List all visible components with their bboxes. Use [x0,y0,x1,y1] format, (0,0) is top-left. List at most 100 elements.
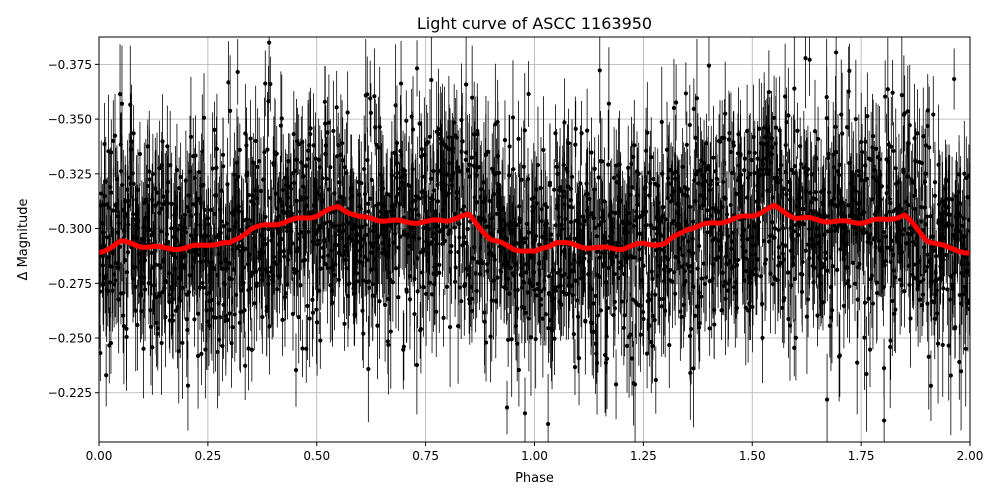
data-point [862,335,867,340]
data-point [461,204,466,209]
data-point [571,269,576,274]
x-tick-label: 1.75 [848,449,875,463]
data-point [706,63,712,68]
data-point [245,170,250,175]
data-point [199,351,204,357]
data-point [811,210,817,215]
data-point [495,275,500,280]
data-point [562,120,567,125]
data-point [566,291,571,296]
data-point [167,292,172,297]
data-point [448,249,453,255]
data-point [691,219,696,224]
data-point [870,301,876,306]
data-point [205,216,211,221]
data-point [605,239,611,244]
data-point [643,185,648,190]
data-point [632,382,638,387]
data-point [632,143,637,148]
data-point [475,132,480,137]
data-point [437,270,442,275]
y-ticks: −0.375 −0.350 −0.325 −0.300 −0.275 −0.250 −0.2… [48,58,99,400]
data-point [913,159,918,164]
data-point [652,237,657,242]
data-point [375,323,380,328]
data-point [783,142,788,148]
data-point [434,309,439,314]
data-point [882,263,887,268]
data-point [741,228,746,233]
data-point [908,316,913,321]
data-point [263,81,268,86]
data-point [163,314,168,320]
data-point [290,241,295,246]
data-point [579,131,584,136]
data-point [482,218,488,224]
data-point [112,133,118,138]
data-point [124,270,130,275]
data-point [901,167,906,172]
data-point [173,308,178,313]
data-point [672,176,678,181]
data-point [230,325,235,330]
data-point [183,212,188,217]
data-point [533,293,539,298]
data-point [612,306,618,311]
data-point [414,362,419,368]
data-point [169,201,174,206]
data-point [900,250,905,255]
data-point [369,177,374,182]
data-point [212,211,217,217]
data-point [844,125,850,130]
data-point [506,337,511,342]
data-point [772,235,777,240]
data-point [693,135,698,140]
data-point [696,325,702,330]
data-point [852,281,858,286]
data-point [820,261,825,266]
data-point [390,280,395,285]
data-point [274,151,279,156]
data-point [180,340,185,345]
data-point [504,405,510,410]
data-point [600,212,605,217]
data-point [330,300,335,305]
data-point [690,251,696,256]
data-point [420,174,425,179]
data-point [671,105,677,111]
data-point [834,50,839,55]
data-point [776,255,782,260]
data-point [160,139,165,144]
data-point [649,155,654,160]
data-point [471,256,476,261]
data-point [483,340,489,345]
data-point [419,147,424,152]
data-point [738,151,743,157]
data-point [766,90,771,95]
data-point [290,311,296,317]
data-point [543,312,548,317]
data-point [521,280,526,285]
data-point [413,207,418,212]
data-point [295,246,300,251]
data-point [589,287,594,292]
data-point [252,301,257,306]
data-point [365,92,370,97]
data-point [785,270,791,275]
data-point [109,264,115,269]
data-point [114,261,119,266]
data-point [333,232,338,238]
data-point [228,108,233,114]
data-point [612,271,617,277]
data-point [487,199,492,204]
data-point [823,250,828,255]
data-point [593,225,598,230]
data-point [142,287,148,292]
data-point [185,327,190,333]
data-point [155,331,160,336]
data-point [770,220,775,225]
data-point [923,222,928,227]
data-point [572,365,578,370]
data-point [599,215,605,220]
data-point [836,173,842,178]
